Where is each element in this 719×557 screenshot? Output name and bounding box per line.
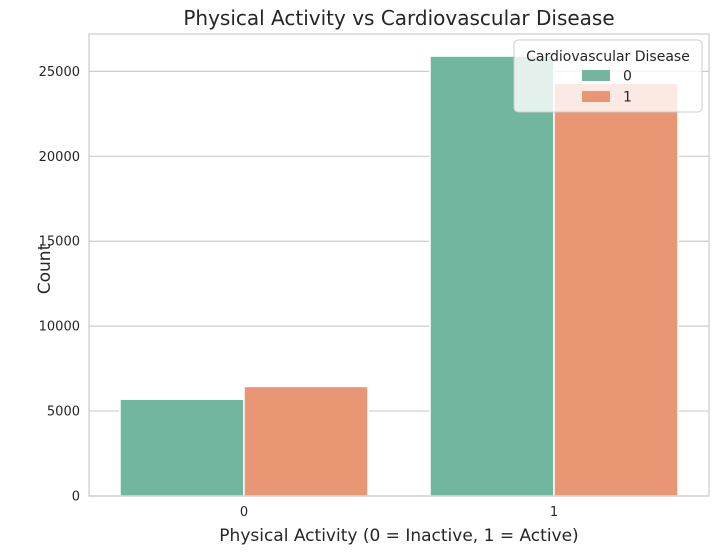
- bar-series-1-category-1: [553, 82, 679, 497]
- legend-swatch-0: [582, 70, 610, 81]
- legend: Cardiovascular Disease 0 1: [513, 39, 703, 113]
- y-tick-label: 10000: [39, 320, 80, 335]
- legend-label: 1: [623, 90, 632, 106]
- y-tick-label: 25000: [39, 65, 80, 80]
- bar-series-0-category-0: [119, 398, 245, 497]
- legend-swatch-1: [582, 91, 610, 102]
- y-tick-label: 0: [72, 490, 80, 505]
- y-tick-label: 20000: [39, 150, 80, 165]
- bars: [119, 55, 679, 497]
- plot-frame: [88, 33, 710, 497]
- x-tick-label: 0: [240, 505, 248, 520]
- y-tick-label: 5000: [47, 405, 80, 420]
- y-tick-label: 15000: [39, 235, 80, 250]
- bar-series-1-category-0: [243, 385, 369, 497]
- x-tick-label: 1: [550, 505, 558, 520]
- legend-label: 0: [623, 69, 632, 85]
- legend-title: Cardiovascular Disease: [526, 49, 690, 65]
- y-ticks: 0 5000 10000 15000 20000 25000: [39, 65, 80, 505]
- y-axis-label: Count: [35, 243, 55, 294]
- chart-title: Physical Activity vs Cardiovascular Dise…: [183, 6, 614, 30]
- x-axis-label: Physical Activity (0 = Inactive, 1 = Act…: [219, 526, 578, 546]
- bar-series-0-category-1: [429, 55, 555, 497]
